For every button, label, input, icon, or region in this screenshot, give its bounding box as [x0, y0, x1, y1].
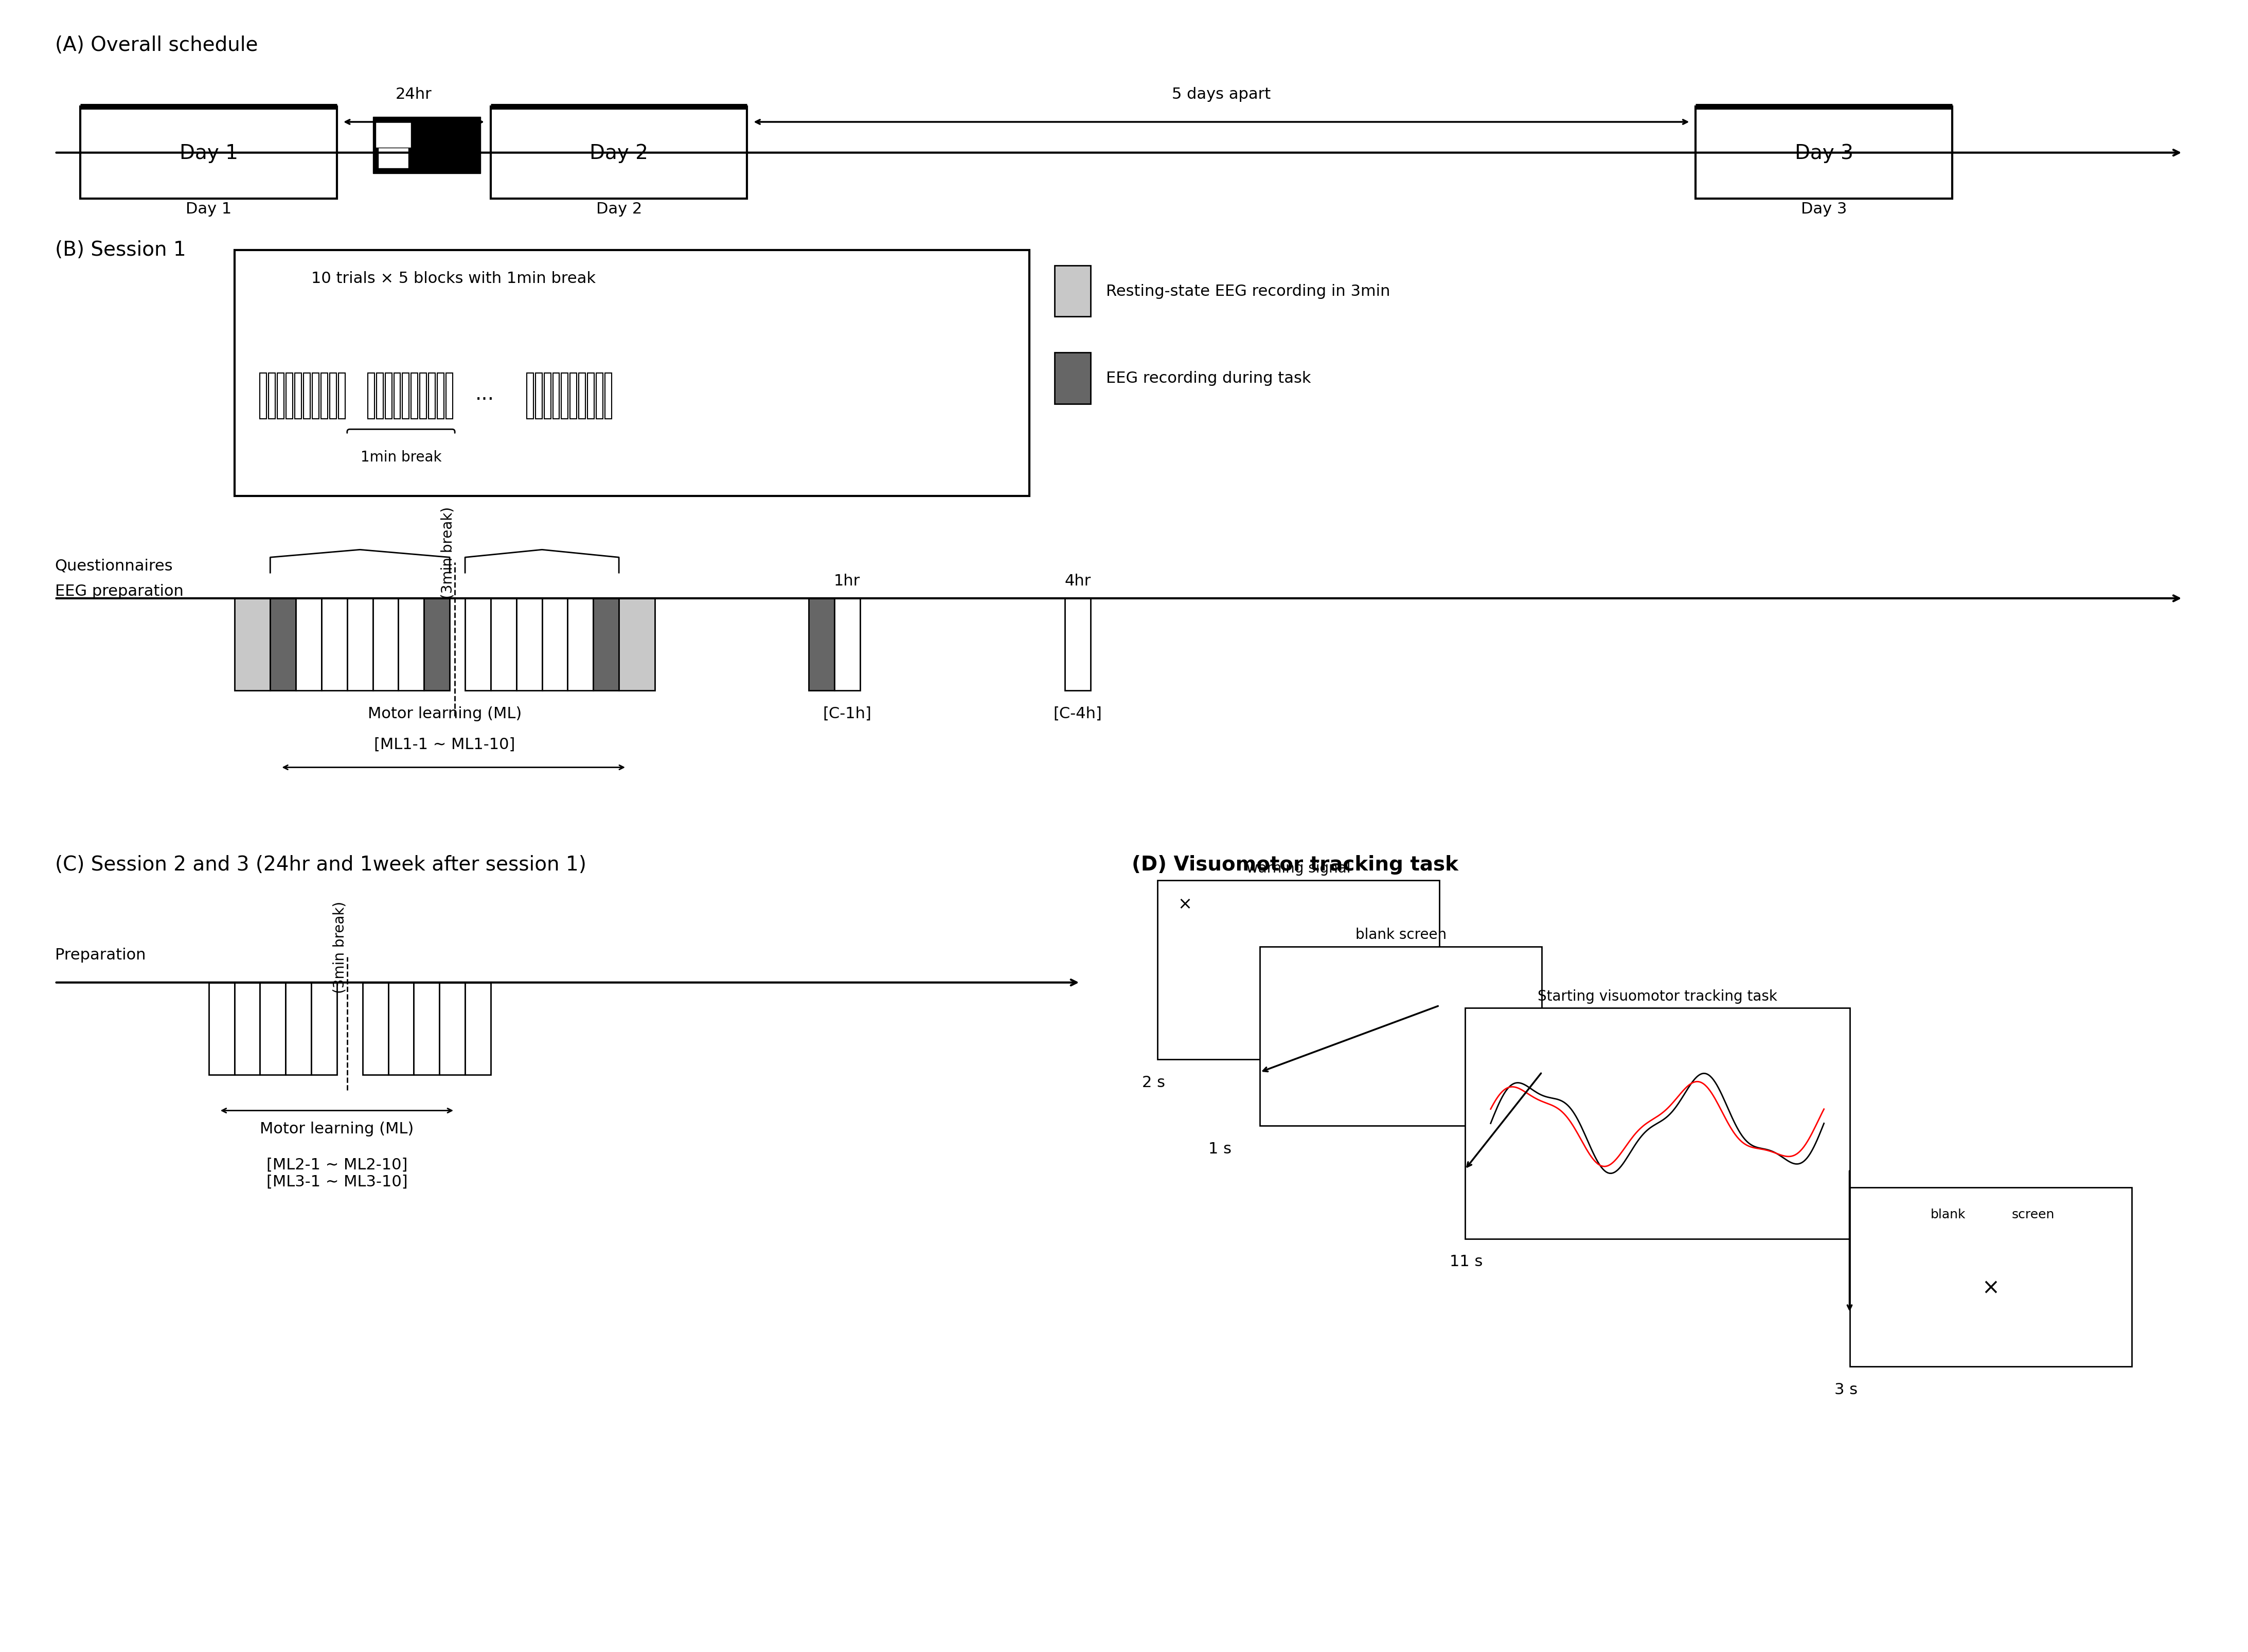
Text: Day 3: Day 3: [1801, 202, 1848, 216]
Text: 24hr: 24hr: [396, 88, 432, 102]
Bar: [535, 373, 542, 420]
Bar: [1695, 107, 1951, 200]
Bar: [297, 598, 321, 691]
Bar: [517, 598, 542, 691]
Bar: [1850, 1188, 2131, 1366]
Bar: [234, 251, 1030, 496]
Text: Day 2: Day 2: [589, 144, 647, 164]
Bar: [375, 373, 382, 420]
Bar: [362, 983, 389, 1075]
Text: 1min break: 1min break: [360, 449, 441, 464]
Text: [ML2-1 ∼ ML2-10]
[ML3-1 ∼ ML3-10]: [ML2-1 ∼ ML2-10] [ML3-1 ∼ ML3-10]: [265, 1156, 407, 1189]
Text: 10 trials × 5 blocks with 1min break: 10 trials × 5 blocks with 1min break: [310, 271, 596, 286]
Bar: [809, 598, 834, 691]
Bar: [310, 983, 337, 1075]
Bar: [277, 373, 283, 420]
Bar: [553, 373, 560, 420]
Text: blank: blank: [1931, 1208, 1967, 1221]
Text: 2 s: 2 s: [1142, 1075, 1164, 1090]
Bar: [1259, 947, 1542, 1127]
Text: [C-4h]: [C-4h]: [1054, 705, 1102, 720]
Bar: [562, 373, 569, 420]
Bar: [526, 373, 533, 420]
Bar: [1158, 881, 1439, 1059]
Text: blank screen: blank screen: [1356, 927, 1445, 942]
Text: ×: ×: [1983, 1277, 1998, 1298]
Bar: [1054, 266, 1090, 317]
Bar: [393, 373, 400, 420]
Bar: [294, 373, 301, 420]
Text: Resting-state EEG recording in 3min: Resting-state EEG recording in 3min: [1106, 284, 1389, 299]
Text: (C) Session 2 and 3 (24hr and 1week after session 1): (C) Session 2 and 3 (24hr and 1week afte…: [54, 854, 587, 874]
Bar: [542, 598, 569, 691]
Bar: [490, 598, 517, 691]
Text: warning signal: warning signal: [1245, 861, 1351, 876]
Text: (A) Overall schedule: (A) Overall schedule: [54, 35, 259, 55]
Text: 3 s: 3 s: [1834, 1383, 1857, 1398]
Text: Day 3: Day 3: [1794, 144, 1852, 164]
Bar: [303, 373, 310, 420]
Bar: [438, 373, 445, 420]
Text: Preparation: Preparation: [54, 947, 146, 961]
Bar: [346, 598, 373, 691]
Text: Motor learning (ML): Motor learning (ML): [261, 1122, 414, 1137]
Bar: [593, 598, 618, 691]
Bar: [465, 598, 490, 691]
Bar: [375, 122, 411, 149]
Bar: [234, 598, 270, 691]
Text: Day 2: Day 2: [596, 202, 643, 216]
Bar: [339, 373, 346, 420]
Bar: [321, 598, 346, 691]
Bar: [270, 598, 297, 691]
Bar: [402, 373, 409, 420]
Text: Questionnaires: Questionnaires: [54, 558, 173, 573]
Bar: [285, 373, 292, 420]
Text: Motor learning (ML): Motor learning (ML): [369, 705, 522, 720]
Bar: [425, 598, 450, 691]
Bar: [321, 373, 328, 420]
Bar: [834, 598, 861, 691]
Bar: [389, 983, 414, 1075]
Bar: [81, 107, 337, 200]
Bar: [312, 373, 319, 420]
Text: Day 1: Day 1: [187, 202, 232, 216]
Text: [C-1h]: [C-1h]: [823, 705, 872, 720]
Text: (D) Visuomotor tracking task: (D) Visuomotor tracking task: [1131, 854, 1459, 874]
Text: screen: screen: [2012, 1208, 2055, 1221]
Bar: [234, 983, 261, 1075]
Bar: [261, 373, 268, 420]
Bar: [445, 373, 452, 420]
Bar: [1066, 598, 1090, 691]
Text: 4hr: 4hr: [1066, 573, 1090, 588]
Bar: [270, 373, 274, 420]
Text: 1hr: 1hr: [834, 573, 861, 588]
Text: ×: ×: [1178, 895, 1191, 912]
Bar: [384, 373, 391, 420]
Bar: [569, 598, 593, 691]
Bar: [596, 373, 602, 420]
Bar: [571, 373, 578, 420]
Bar: [438, 983, 465, 1075]
Text: Starting visuomotor tracking task: Starting visuomotor tracking task: [1538, 990, 1778, 1003]
Text: Day 1: Day 1: [180, 144, 238, 164]
Text: (3min break): (3min break): [333, 900, 346, 993]
Bar: [587, 373, 593, 420]
Bar: [1466, 1008, 1850, 1239]
Text: 1 s: 1 s: [1209, 1142, 1232, 1156]
Bar: [285, 983, 310, 1075]
Bar: [429, 373, 436, 420]
Bar: [544, 373, 551, 420]
Bar: [209, 983, 234, 1075]
Bar: [369, 373, 375, 420]
Text: [ML1-1 ∼ ML1-10]: [ML1-1 ∼ ML1-10]: [373, 737, 515, 752]
Text: (B) Session 1: (B) Session 1: [54, 240, 187, 259]
Text: EEG recording during task: EEG recording during task: [1106, 372, 1311, 387]
Bar: [580, 373, 584, 420]
Bar: [465, 983, 490, 1075]
Bar: [618, 598, 654, 691]
Bar: [261, 983, 285, 1075]
Text: ...: ...: [474, 383, 495, 403]
Bar: [398, 598, 425, 691]
Bar: [330, 373, 337, 420]
Bar: [378, 132, 409, 169]
